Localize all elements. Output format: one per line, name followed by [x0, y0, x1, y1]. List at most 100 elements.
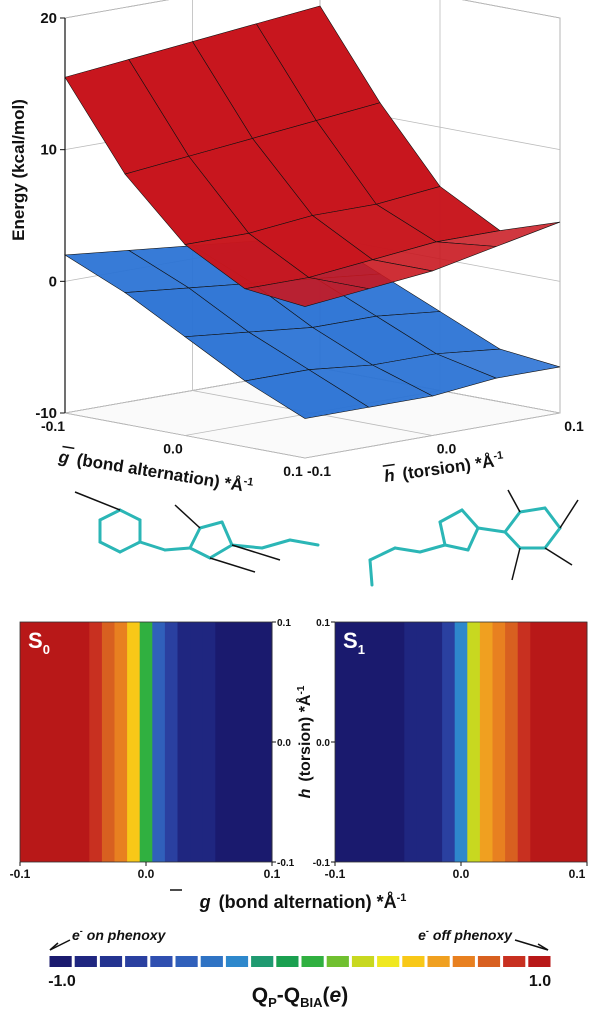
- contour-band: [404, 622, 418, 862]
- x-tick-label: -0.1: [41, 418, 65, 434]
- contour-band: [240, 622, 254, 862]
- contour-band: [152, 622, 166, 862]
- molecule-right: [368, 506, 562, 587]
- contour-band: [190, 622, 204, 862]
- x-tick-label: 0.0: [138, 867, 155, 881]
- contour-band: [442, 622, 456, 862]
- annotation: e-off phenoxy: [418, 926, 513, 943]
- label-part: e: [418, 927, 426, 943]
- label-part: Q: [252, 984, 268, 1007]
- contour-band: [202, 622, 216, 862]
- y-tick-label: 0.1: [277, 618, 291, 629]
- x-tick-label: 0.0: [453, 867, 470, 881]
- colorbar-swatch: [276, 956, 299, 967]
- contour-band: [429, 622, 443, 862]
- contour-band: [530, 622, 544, 862]
- colorbar-tick-label: -1.0: [48, 973, 76, 990]
- label-part: e: [330, 984, 342, 1007]
- contour-band: [568, 622, 582, 862]
- colorbar-swatch: [427, 956, 450, 967]
- contour-band: [51, 622, 65, 862]
- contour-band: [366, 622, 380, 862]
- y-axis-label: h (torsion) *Å-1: [295, 685, 314, 798]
- contour-band: [479, 622, 493, 862]
- contour-band: [64, 622, 78, 862]
- label-part: ): [341, 984, 348, 1007]
- label-part: on phenoxy: [87, 927, 167, 943]
- grid-line: [64, 0, 561, 19]
- contour-band: [89, 622, 103, 862]
- colorbar-swatch: [477, 956, 501, 967]
- colorbar-swatch: [225, 956, 249, 967]
- y-tick-label: -0.1: [313, 858, 331, 869]
- y-tick-label: -0.1: [307, 463, 331, 479]
- colorbar-swatch: [74, 956, 97, 967]
- contour-band: [177, 622, 191, 862]
- label-part: (: [323, 984, 330, 1007]
- colorbar-swatch: [200, 956, 223, 967]
- colorbar-swatch: [351, 956, 375, 967]
- label-part: e: [72, 927, 80, 943]
- contour-band: [164, 622, 178, 862]
- z-tick-label: 20: [40, 10, 57, 27]
- colorbar-swatch: [99, 956, 123, 967]
- molecule-left: [98, 508, 320, 560]
- contour-band: [341, 622, 355, 862]
- contour-band: [353, 622, 367, 862]
- y-tick-label: 0.1: [316, 618, 330, 629]
- x-tick-label: 0.0: [163, 441, 183, 457]
- y-tick-label: 0.0: [316, 738, 330, 749]
- colorbar-swatch: [49, 956, 72, 967]
- contour-band: [265, 622, 273, 862]
- contour-band: [505, 622, 519, 862]
- colorbar-swatch: [326, 956, 349, 967]
- label-part: -1: [296, 685, 307, 694]
- label-part: -Q: [277, 984, 300, 1007]
- label-part: S: [28, 628, 43, 653]
- z-tick-label: 0: [49, 273, 57, 290]
- y-tick-label: 0.0: [437, 441, 457, 457]
- x-axis-label-text: g (bond alternation) *Å-1: [56, 446, 254, 497]
- label-part: 1: [358, 642, 365, 657]
- contour-band: [335, 622, 342, 862]
- label-part: P: [268, 995, 277, 1010]
- contour-band: [416, 622, 430, 862]
- contour-band: [555, 622, 569, 862]
- colorbar-label: QP-QBIA(e): [252, 984, 348, 1010]
- label-part: -1: [397, 892, 407, 904]
- contour-band: [139, 622, 153, 862]
- contour-band: [20, 622, 27, 862]
- colorbar-swatch: [377, 956, 400, 967]
- label-part: -: [80, 926, 83, 936]
- mode-arrows-left: [74, 491, 281, 573]
- y-tick-label: 0.1: [564, 418, 584, 434]
- contour-band: [492, 622, 506, 862]
- contour-band: [580, 622, 588, 862]
- panel-label: S1: [343, 628, 365, 657]
- label-part: S: [343, 628, 358, 653]
- y-tick-label: 0.0: [277, 738, 291, 749]
- label-part: BIA: [300, 995, 323, 1010]
- z-tick-label: 10: [40, 142, 57, 159]
- label-part: off phenoxy: [433, 927, 513, 943]
- contour-band: [26, 622, 40, 862]
- label-part: -: [426, 926, 429, 936]
- contour-band: [253, 622, 267, 862]
- annotation: e-on phenoxy: [72, 926, 167, 943]
- panel-label: S0: [28, 628, 50, 657]
- x-tick-label: -0.1: [10, 867, 31, 881]
- colorbar-swatch: [402, 956, 425, 967]
- contour-band: [379, 622, 393, 862]
- label-part: g: [199, 892, 211, 912]
- surface-patch: [244, 277, 369, 307]
- colorbar-swatch: [125, 956, 148, 967]
- x-axis-label: g (bond alternation) *Å-1: [199, 892, 407, 912]
- contour-band: [227, 622, 241, 862]
- colorbar-tick-label: 1.0: [529, 973, 551, 990]
- colorbar-swatch: [528, 956, 551, 967]
- z-tick-label: -10: [35, 405, 57, 422]
- colorbar-swatch: [150, 956, 173, 967]
- contour-band: [542, 622, 556, 862]
